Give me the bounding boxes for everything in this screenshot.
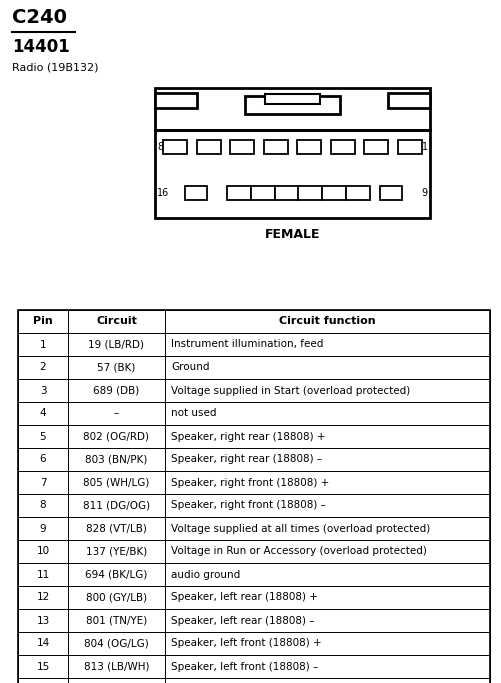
Text: Speaker, left front (18808) +: Speaker, left front (18808) +: [171, 639, 322, 648]
Text: Voltage supplied in Start (overload protected): Voltage supplied in Start (overload prot…: [171, 385, 410, 395]
Bar: [251, 186, 275, 200]
Text: 813 (LB/WH): 813 (LB/WH): [84, 662, 149, 671]
Text: 802 (OG/RD): 802 (OG/RD): [84, 432, 149, 441]
Bar: [245, 96, 340, 114]
Bar: [398, 140, 422, 154]
Bar: [155, 88, 430, 130]
Bar: [380, 186, 402, 200]
Text: 689 (DB): 689 (DB): [93, 385, 140, 395]
Bar: [265, 94, 320, 104]
Bar: [264, 140, 288, 154]
Text: 9: 9: [40, 523, 46, 533]
Bar: [331, 140, 355, 154]
Bar: [275, 186, 299, 200]
Text: 800 (GY/LB): 800 (GY/LB): [86, 592, 147, 602]
Text: 8: 8: [157, 142, 163, 152]
Text: Instrument illumination, feed: Instrument illumination, feed: [171, 339, 323, 350]
Text: 1: 1: [422, 142, 428, 152]
Text: Voltage in Run or Accessory (overload protected): Voltage in Run or Accessory (overload pr…: [171, 546, 427, 557]
Bar: [155, 130, 430, 218]
Text: 4: 4: [40, 408, 46, 419]
Text: 14401: 14401: [12, 38, 70, 56]
Text: Circuit function: Circuit function: [279, 316, 376, 326]
Text: 57 (BK): 57 (BK): [97, 363, 136, 372]
Text: Speaker, left front (18808) –: Speaker, left front (18808) –: [171, 662, 318, 671]
Text: 8: 8: [40, 501, 46, 510]
Text: 7: 7: [40, 477, 46, 488]
Text: Radio (19B132): Radio (19B132): [12, 62, 99, 72]
Text: 11: 11: [37, 570, 50, 579]
Text: 12: 12: [37, 592, 50, 602]
Bar: [346, 186, 370, 200]
Text: 2: 2: [40, 363, 46, 372]
Bar: [163, 140, 187, 154]
Text: FEMALE: FEMALE: [265, 228, 320, 241]
Text: 14: 14: [37, 639, 50, 648]
Bar: [230, 140, 254, 154]
Text: 13: 13: [37, 615, 50, 626]
Text: Voltage supplied at all times (overload protected): Voltage supplied at all times (overload …: [171, 523, 430, 533]
Bar: [18, 310, 490, 683]
Bar: [185, 186, 207, 200]
Text: C240: C240: [12, 8, 67, 27]
Text: –: –: [114, 408, 119, 419]
Text: 3: 3: [40, 385, 46, 395]
Text: Speaker, right front (18808) –: Speaker, right front (18808) –: [171, 501, 326, 510]
Text: 801 (TN/YE): 801 (TN/YE): [86, 615, 147, 626]
Text: 804 (OG/LG): 804 (OG/LG): [84, 639, 149, 648]
Bar: [227, 186, 251, 200]
Text: Ground: Ground: [171, 363, 209, 372]
Text: 805 (WH/LG): 805 (WH/LG): [83, 477, 150, 488]
Text: 19 (LB/RD): 19 (LB/RD): [89, 339, 144, 350]
Text: Speaker, left rear (18808) +: Speaker, left rear (18808) +: [171, 592, 318, 602]
Text: Pin: Pin: [33, 316, 53, 326]
Bar: [196, 140, 220, 154]
Text: 803 (BN/PK): 803 (BN/PK): [85, 454, 148, 464]
Text: Speaker, right rear (18808) –: Speaker, right rear (18808) –: [171, 454, 322, 464]
Text: 137 (YE/BK): 137 (YE/BK): [86, 546, 147, 557]
Text: 10: 10: [37, 546, 50, 557]
Text: 15: 15: [37, 662, 50, 671]
Text: 6: 6: [40, 454, 46, 464]
Text: Speaker, left rear (18808) –: Speaker, left rear (18808) –: [171, 615, 315, 626]
Text: 9: 9: [422, 188, 428, 198]
Text: 16: 16: [157, 188, 169, 198]
Bar: [364, 140, 388, 154]
Text: 5: 5: [40, 432, 46, 441]
Text: Speaker, right front (18808) +: Speaker, right front (18808) +: [171, 477, 329, 488]
Bar: [155, 93, 197, 108]
Text: not used: not used: [171, 408, 216, 419]
Text: 828 (VT/LB): 828 (VT/LB): [86, 523, 147, 533]
Text: 694 (BK/LG): 694 (BK/LG): [85, 570, 148, 579]
Bar: [388, 93, 430, 108]
Text: 1: 1: [40, 339, 46, 350]
Bar: [299, 186, 323, 200]
Text: 811 (DG/OG): 811 (DG/OG): [83, 501, 150, 510]
Bar: [322, 186, 346, 200]
Text: Circuit: Circuit: [96, 316, 137, 326]
Text: audio ground: audio ground: [171, 570, 240, 579]
Bar: [297, 140, 321, 154]
Text: Speaker, right rear (18808) +: Speaker, right rear (18808) +: [171, 432, 326, 441]
